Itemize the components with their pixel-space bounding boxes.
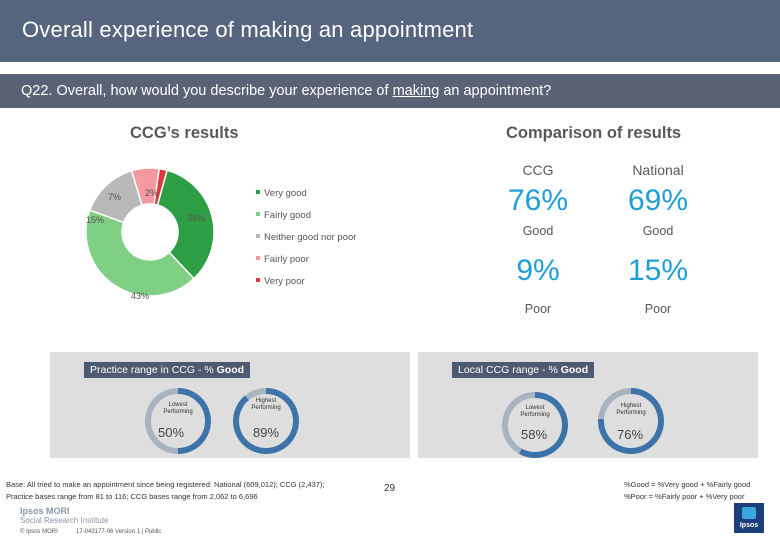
- practice-highest-ring: [233, 388, 299, 454]
- ccg-lowest-caption: Lowest Performing: [505, 405, 565, 419]
- caption-line-1: Lowest: [525, 405, 545, 411]
- caption-line-2: Performing: [520, 412, 550, 418]
- ccg-highest-ring: [598, 388, 664, 454]
- national-poor-label: Poor: [644, 302, 672, 316]
- legend-item-neither: Neither good nor poor: [256, 232, 356, 243]
- practice-range-tag-prefix: Practice range in CCG - %: [90, 364, 217, 376]
- legend-swatch: [256, 234, 260, 239]
- comparison-heading: Comparison of results: [506, 124, 682, 142]
- ring-hole: [604, 394, 658, 448]
- national-good-label: Good: [642, 224, 674, 238]
- copyright: © Ipsos MORI: [20, 529, 58, 535]
- slice-label-neither: 15%: [86, 215, 105, 225]
- slice-label-fairly-good: 43%: [131, 291, 150, 301]
- page-title: Overall experience of making an appointm…: [22, 17, 474, 42]
- question-underlined: making: [392, 83, 440, 99]
- logo-word: Ipsos: [739, 522, 759, 529]
- question-text: Q22. Overall, how would you describe you…: [21, 83, 551, 99]
- question-suffix: an appointment?: [439, 83, 552, 99]
- ccg-lowest-ring: [502, 392, 568, 458]
- definition-footnote: %Good = %Very good + %Fairly good %Poor …: [624, 479, 780, 503]
- legend-item-very-poor: Very poor: [256, 276, 305, 287]
- legend-label: Neither good nor poor: [264, 232, 357, 243]
- column-head-national: National: [632, 162, 684, 178]
- donut-slice-very-poor: [153, 167, 168, 206]
- legend-label: Very good: [264, 188, 307, 199]
- ccg-highest-value: 76%: [616, 427, 644, 442]
- caption-line-1: Highest: [255, 398, 277, 404]
- base-footnote-line: Base: All tried to make an appointment s…: [6, 480, 325, 489]
- ccg-good-label: Good: [522, 224, 554, 238]
- base-footnote: Base: All tried to make an appointment s…: [6, 479, 386, 503]
- ipsos-logo-icon: Ipsos: [734, 503, 764, 533]
- ccg-highest-caption: Highest Performing: [601, 403, 661, 417]
- ccg-poor-value: 9%: [516, 254, 560, 287]
- donut-slice-fairly-good: [85, 209, 195, 297]
- version-text: 17-043177-06 Version 1 | Public: [76, 529, 162, 535]
- legend-item-fairly-good: Fairly good: [256, 210, 311, 221]
- ring-hole: [508, 398, 562, 452]
- practice-range-tag-bold: Good: [216, 364, 245, 376]
- practice-highest-caption: Highest Performing: [236, 398, 296, 412]
- ring-hole: [151, 394, 205, 448]
- slice-label-very-good: 34%: [187, 213, 206, 223]
- slice-label-fairly-poor: 7%: [108, 192, 122, 202]
- slice-label-very-poor: 2%: [145, 188, 159, 198]
- practice-range-tag: Practice range in CCG - % Good: [84, 362, 251, 378]
- base-footnote-line: Practice bases range from 81 to 116; CCG…: [6, 492, 258, 501]
- definition-line: %Good = %Very good + %Fairly good: [624, 480, 751, 489]
- donut-chart: [85, 167, 215, 297]
- caption-line-2: Performing: [616, 410, 646, 416]
- ccg-range-tag-prefix: Local CCG range - %: [458, 364, 561, 376]
- ccg-lowest-value: 58%: [520, 427, 548, 442]
- national-good-value: 69%: [627, 184, 689, 217]
- caption-line-1: Highest: [620, 403, 642, 409]
- ring-hole: [239, 394, 293, 448]
- legend-swatch: [256, 190, 260, 195]
- national-poor-value: 15%: [627, 254, 689, 287]
- practice-lowest-ring: [145, 388, 211, 454]
- legend-swatch: [256, 278, 260, 283]
- ccg-range-tag-bold: Good: [560, 364, 589, 376]
- legend-label: Fairly poor: [264, 254, 309, 265]
- question-bar: Q22. Overall, how would you describe you…: [0, 74, 780, 108]
- title-bar: Overall experience of making an appointm…: [0, 0, 780, 62]
- legend-item-very-good: Very good: [256, 188, 307, 199]
- definition-line: %Poor = %Fairly poor + %Very poor: [624, 492, 745, 501]
- legend-swatch: [256, 212, 260, 217]
- question-prefix: Q22. Overall, how would you describe you…: [21, 83, 393, 99]
- logo-mark: [742, 507, 756, 519]
- ccg-range-tag: Local CCG range - % Good: [452, 362, 595, 378]
- legend-label: Fairly good: [264, 210, 311, 221]
- logo-line-1: Ipsos MORI: [20, 506, 70, 516]
- donut-slice-very-good: [156, 169, 215, 280]
- legend-item-fairly-poor: Fairly poor: [256, 254, 309, 265]
- practice-lowest-value: 50%: [157, 425, 185, 440]
- page-number: 29: [384, 483, 396, 494]
- practice-highest-value: 89%: [252, 425, 280, 440]
- logo-line-2: Social Research Institute: [20, 516, 109, 525]
- caption-line-2: Performing: [163, 409, 193, 415]
- ccg-results-heading: CCG’s results: [130, 124, 239, 142]
- ccg-good-value: 76%: [507, 184, 569, 217]
- caption-line-2: Performing: [251, 405, 281, 411]
- column-head-ccg: CCG: [522, 162, 554, 178]
- legend-swatch: [256, 256, 260, 261]
- practice-lowest-caption: Lowest Performing: [148, 402, 208, 416]
- ipsos-mori-logo: Ipsos MORI Social Research Institute: [20, 506, 109, 526]
- ccg-poor-label: Poor: [524, 302, 552, 316]
- caption-line-1: Lowest: [168, 402, 188, 408]
- legend-label: Very poor: [264, 276, 305, 287]
